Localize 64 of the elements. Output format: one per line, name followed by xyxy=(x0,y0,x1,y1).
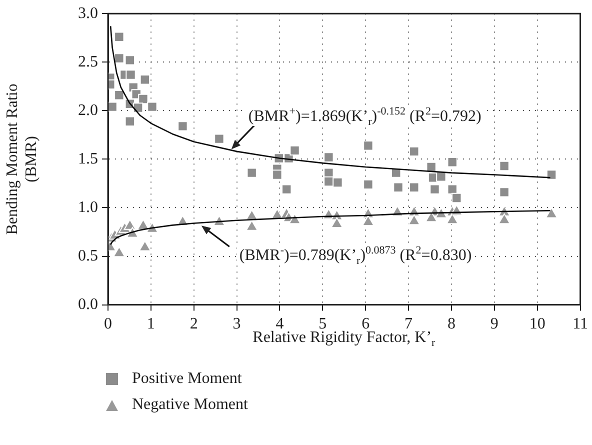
point xyxy=(363,179,374,190)
point xyxy=(108,102,118,112)
legend-label: Negative Moment xyxy=(132,396,248,414)
point xyxy=(408,214,420,226)
point xyxy=(409,146,420,157)
point xyxy=(290,145,300,156)
point xyxy=(332,177,343,188)
point xyxy=(282,184,292,194)
point xyxy=(362,215,374,226)
point xyxy=(430,184,440,194)
point xyxy=(425,211,438,222)
y-tick-label: 1.0 xyxy=(78,198,98,216)
point xyxy=(246,220,258,231)
point xyxy=(447,157,458,168)
point xyxy=(246,168,257,178)
point xyxy=(138,240,152,252)
y-tick-label: 0.5 xyxy=(78,247,98,264)
x-tick-label: 3 xyxy=(232,316,241,333)
point xyxy=(447,184,458,194)
text: (BMR$^{-}$)=0.789(K’$_{r}$)$^{0.0873}$ (R$^{2}$=0.830) xyxy=(239,244,472,267)
x-axis-title: Relative Rigidity Factor, K’$_{r}$ xyxy=(250,329,438,350)
point xyxy=(147,102,158,112)
x-tick-label: 1 xyxy=(146,316,155,333)
point xyxy=(499,160,510,172)
point xyxy=(409,182,420,192)
point xyxy=(124,219,136,230)
point xyxy=(124,55,135,66)
point xyxy=(114,32,124,42)
point xyxy=(214,134,224,144)
point xyxy=(330,217,343,228)
legend-label: Positive Moment xyxy=(132,370,242,388)
text: (BMR$^{+}$)=1.869(K’$_{r}$)$^{-0.152}$ (R$^{2}$=0.792) xyxy=(248,106,482,128)
point xyxy=(498,213,510,224)
point xyxy=(132,102,144,113)
point xyxy=(324,152,334,162)
point xyxy=(545,208,558,218)
point xyxy=(452,192,462,204)
point xyxy=(114,53,124,64)
point xyxy=(178,121,188,132)
point xyxy=(124,116,135,126)
point xyxy=(114,90,124,100)
point xyxy=(138,94,148,104)
y-tick-label: 2.5 xyxy=(78,53,98,70)
x-tick-label: 10 xyxy=(529,316,546,333)
y-tick-label: 2.0 xyxy=(78,102,98,119)
point xyxy=(324,168,334,178)
x-tick-label: 2 xyxy=(190,316,198,333)
x-tick-label: 0 xyxy=(104,316,112,333)
point xyxy=(436,172,446,182)
x-tick-label: 11 xyxy=(572,316,588,333)
y-tick-label: 1.5 xyxy=(78,150,98,168)
x-tick-label: 9 xyxy=(490,316,498,333)
y-tick-label: 3.0 xyxy=(78,4,98,22)
point xyxy=(140,74,150,85)
x-tick-label: 8 xyxy=(447,316,456,333)
y-axis-title: Bending Moment Ratio (BMR) xyxy=(4,84,40,235)
point xyxy=(272,170,282,180)
point xyxy=(393,182,404,192)
point xyxy=(363,140,374,151)
point xyxy=(126,70,136,80)
point xyxy=(426,162,436,172)
y-tick-label: 0.0 xyxy=(78,296,98,314)
point xyxy=(499,187,510,198)
point xyxy=(546,170,557,180)
